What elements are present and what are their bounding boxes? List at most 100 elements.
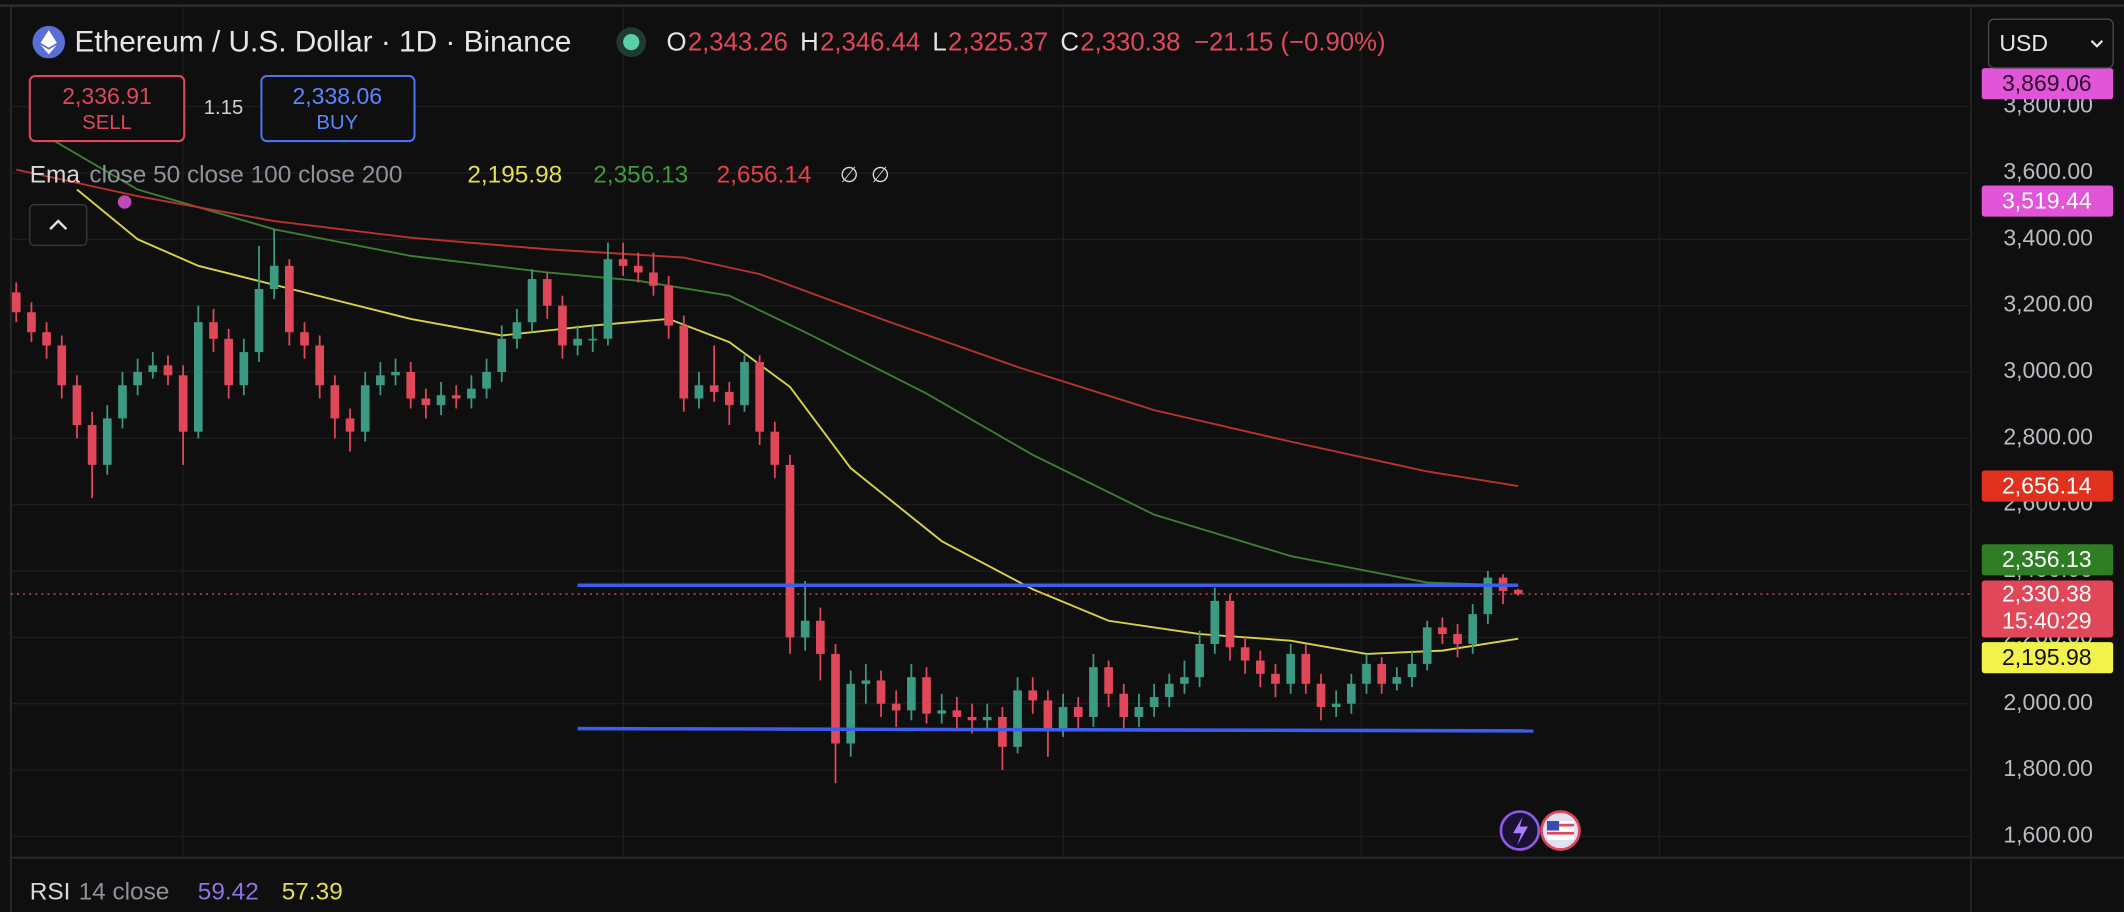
rsi-params: 14 close [79, 878, 170, 905]
candle-body [1316, 683, 1326, 708]
candle-body [163, 365, 173, 376]
candle-body [72, 385, 82, 426]
spread: 1.15 [204, 97, 244, 119]
price-label: 2,330.38 [2002, 581, 2092, 607]
candle-body [209, 322, 218, 339]
candle-body [967, 716, 977, 721]
price-countdown: 15:40:29 [2002, 608, 2092, 634]
candle-body [11, 292, 21, 313]
price-axis: 1,600.001,800.002,000.002,200.002,400.00… [1981, 68, 2114, 847]
candle-body [467, 388, 476, 399]
candle-body [1240, 647, 1250, 661]
price-label-box [1981, 544, 2114, 576]
candle-body [1377, 663, 1387, 684]
price-label: 2,656.14 [2002, 472, 2092, 498]
collapse-icon [49, 219, 68, 230]
candle-body [1180, 677, 1189, 684]
ohlc-values: O2,343.26 H2,346.44 L2,325.37 C2,330.38 −21.… [666, 28, 1385, 56]
candle-body [982, 716, 992, 721]
candle-body [512, 322, 522, 339]
price-label-box [1981, 580, 2114, 638]
y-tick-label: 3,400.00 [2003, 224, 2093, 250]
candle-body [755, 362, 764, 432]
price-label-box [1981, 470, 2114, 502]
candle-body [1468, 614, 1478, 644]
candle-body [1286, 653, 1295, 684]
candle-body [300, 332, 309, 346]
candle-body [831, 653, 840, 744]
ema-line [46, 135, 1519, 587]
candle-body [861, 680, 871, 684]
candle-body [269, 265, 279, 290]
y-tick-label: 1,800.00 [2003, 755, 2093, 781]
sell-button[interactable] [28, 75, 186, 143]
candle-body [922, 677, 931, 714]
candle-body [618, 259, 628, 266]
candle-body [1164, 683, 1174, 698]
candle-body [451, 395, 461, 399]
candle-body [497, 338, 507, 372]
buy-button[interactable] [260, 75, 416, 143]
currency-label: USD [1999, 30, 2048, 56]
plot [10, 105, 1971, 838]
candle-body [876, 680, 886, 704]
candle-body [406, 371, 416, 399]
indicator-value: 2,356.13 [593, 162, 688, 189]
candle-body [558, 305, 567, 346]
price-label-box [1981, 185, 2114, 217]
ohlc-key: C [1060, 28, 1079, 56]
candle-body [239, 352, 249, 386]
currency-select[interactable] [1987, 18, 2114, 69]
collapse-button[interactable] [29, 204, 88, 247]
event-bolt [1513, 816, 1528, 846]
candle-body [1331, 703, 1341, 708]
candle-body [1073, 707, 1083, 717]
candle-body [421, 398, 431, 406]
candle-body [1028, 690, 1038, 701]
symbol-title: Ethereum / U.S. Dollar · 1D · Binance [75, 25, 572, 58]
candle-body [1513, 589, 1523, 595]
y-tick-label: 3,000.00 [2003, 357, 2093, 383]
ema-line [16, 168, 1519, 487]
price-label: 2,356.13 [2002, 546, 2092, 572]
candle-body [603, 259, 613, 339]
candle-body [1119, 693, 1129, 717]
candle-body [1392, 677, 1402, 684]
candle-body [649, 272, 658, 286]
candle-body [1483, 577, 1493, 615]
ohlc-key: H [800, 28, 819, 56]
candle-body [1347, 683, 1356, 704]
price-label: 3,869.06 [2002, 70, 2092, 96]
candle-body [573, 338, 582, 346]
y-tick-label: 2,800.00 [2003, 423, 2093, 449]
price-label: 2,195.98 [2002, 644, 2092, 670]
candle-body [482, 371, 491, 389]
candle-body [376, 375, 385, 386]
candle-body [785, 464, 795, 638]
candle-body [87, 425, 97, 465]
candle-body [846, 683, 856, 744]
level-line [577, 726, 1534, 733]
rsi-value: 59.42 [198, 878, 259, 905]
candle-body [42, 332, 51, 346]
candle-body [1422, 627, 1432, 664]
y-tick-label: 1,600.00 [2003, 821, 2093, 847]
candle-body [57, 345, 67, 386]
candle-body [193, 322, 203, 432]
indicator-symbol: ∅ [840, 162, 859, 187]
candle-body [724, 391, 734, 406]
candle-body [1104, 667, 1113, 694]
candle-body [527, 279, 537, 323]
candle-body [1453, 634, 1462, 644]
candle-body [1225, 600, 1235, 648]
change: −21.15 (−0.90%) [1194, 28, 1386, 56]
candle-body [391, 371, 400, 376]
buy-label: BUY [316, 112, 358, 134]
candle-body [1301, 653, 1311, 684]
candle-body [1058, 707, 1068, 731]
candle-body [1255, 660, 1265, 674]
candle-body [1407, 663, 1417, 678]
candle-body [937, 710, 947, 714]
